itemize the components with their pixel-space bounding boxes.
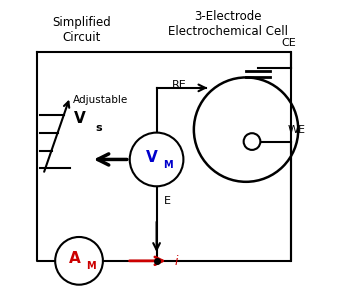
Text: Adjustable: Adjustable [73, 95, 128, 105]
Text: $i$: $i$ [175, 254, 180, 268]
Circle shape [55, 237, 103, 285]
Text: $\mathbf{V}$: $\mathbf{V}$ [73, 110, 87, 126]
Text: 3-Electrode
Electrochemical Cell: 3-Electrode Electrochemical Cell [168, 10, 288, 38]
Text: CE: CE [282, 38, 297, 48]
Text: $\mathbf{A}$: $\mathbf{A}$ [68, 250, 82, 266]
Text: Simplified
Circuit: Simplified Circuit [53, 16, 112, 44]
Text: WE: WE [288, 125, 306, 135]
Text: $\mathbf{M}$: $\mathbf{M}$ [162, 158, 173, 170]
Text: RE: RE [172, 80, 186, 90]
Text: $\mathbf{M}$: $\mathbf{M}$ [86, 259, 96, 271]
Text: E: E [164, 196, 171, 206]
Text: $\mathbf{V}$: $\mathbf{V}$ [145, 149, 159, 165]
Circle shape [130, 133, 183, 186]
Text: $\mathbf{s}$: $\mathbf{s}$ [95, 123, 103, 133]
